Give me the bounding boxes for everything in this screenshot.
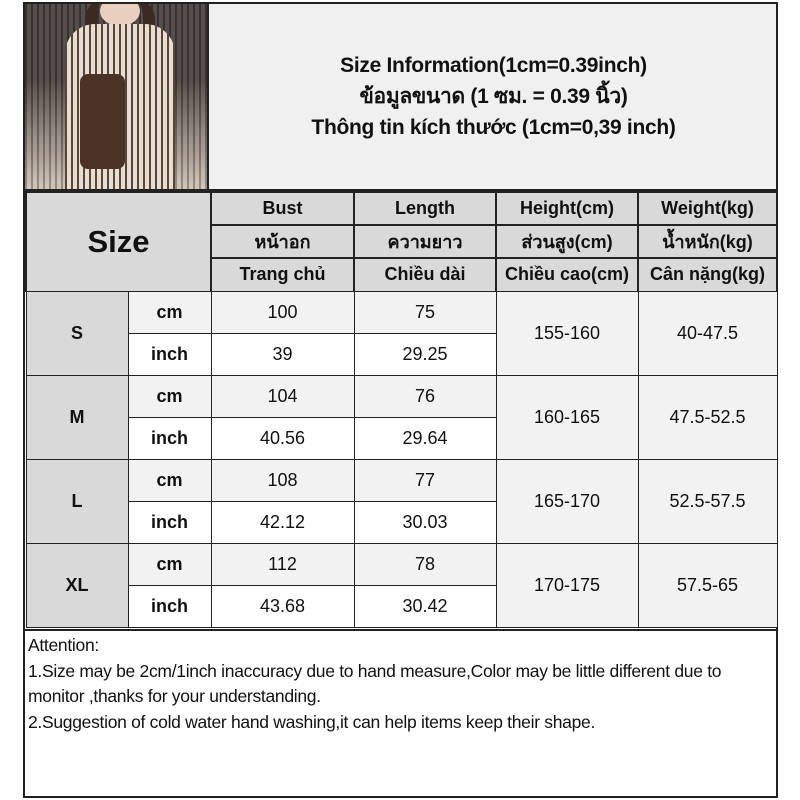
bust-inch: 43.68 xyxy=(210,584,355,628)
length-cm: 78 xyxy=(353,542,497,586)
table-row: S cm 100 75 155-160 40-47.5 xyxy=(25,290,778,376)
weight-range: 57.5-65 xyxy=(637,542,778,628)
size-label: M xyxy=(25,374,129,460)
table-row: inch 42.12 30.03 xyxy=(26,500,777,544)
height-range: 170-175 xyxy=(495,542,639,628)
header-section: Size Information(1cm=0.39inch) ข้อมูลขนา… xyxy=(25,4,776,191)
bust-inch: 40.56 xyxy=(210,416,355,460)
column-header: Chiều cao(cm) xyxy=(495,257,639,292)
unit-label: cm xyxy=(127,374,212,418)
length-inch: 30.42 xyxy=(353,584,497,628)
title-vi: Thông tin kích thước (1cm=0,39 inch) xyxy=(311,116,676,139)
column-header: น้ำหนัก(kg) xyxy=(637,224,778,259)
size-label: L xyxy=(25,458,129,544)
length-cm: 75 xyxy=(353,290,497,334)
header-row: หน้าอก ความยาว ส่วนสูง(cm) น้ำหนัก(kg) xyxy=(26,224,778,259)
attention-note-1: 1.Size may be 2cm/1inch inaccuracy due t… xyxy=(28,660,722,707)
unit-label: inch xyxy=(127,416,212,460)
unit-label: cm xyxy=(127,290,212,334)
column-header: Height(cm) xyxy=(495,191,639,226)
size-table: Size Bust Length Height(cm) Weight(kg) หน้าอก… xyxy=(25,191,778,628)
unit-label: inch xyxy=(127,500,212,544)
height-range: 160-165 xyxy=(495,374,639,460)
weight-range: 47.5-52.5 xyxy=(637,374,778,460)
weight-range: 52.5-57.5 xyxy=(637,458,778,544)
header-row: Trang chủ Chiều dài Chiều cao(cm) Cân nặng(… xyxy=(26,257,778,292)
unit-label: inch xyxy=(127,584,212,628)
header-row: Size Bust Length Height(cm) Weight(kg) xyxy=(25,191,778,292)
length-cm: 76 xyxy=(353,374,497,418)
column-header: ส่วนสูง(cm) xyxy=(495,224,639,259)
size-info-title: Size Information(1cm=0.39inch) ข้อมูลขนา… xyxy=(211,4,776,189)
title-th: ข้อมูลขนาด (1 ซม. = 0.39 นิ้ว) xyxy=(359,85,628,108)
bust-inch: 42.12 xyxy=(210,500,355,544)
table-row: inch 40.56 29.64 xyxy=(26,416,777,460)
column-header: Weight(kg) xyxy=(637,191,778,226)
attention-notes: Attention: 1.Size may be 2cm/1inch inacc… xyxy=(25,629,776,737)
bust-cm: 104 xyxy=(210,374,355,418)
bust-cm: 112 xyxy=(210,542,355,586)
length-inch: 29.25 xyxy=(353,332,497,376)
length-cm: 77 xyxy=(353,458,497,502)
table-row: M cm 104 76 160-165 47.5-52.5 xyxy=(25,374,778,460)
column-header: ความยาว xyxy=(353,224,497,259)
column-header: Length xyxy=(353,191,497,226)
unit-label: cm xyxy=(127,542,212,586)
table-row: XL cm 112 78 170-175 57.5-65 xyxy=(25,542,778,628)
table-row: inch 43.68 30.42 xyxy=(26,584,777,628)
unit-label: inch xyxy=(127,332,212,376)
column-header: Trang chủ xyxy=(210,257,355,292)
size-chart: Size Information(1cm=0.39inch) ข้อมูลขนา… xyxy=(23,2,778,798)
product-photo xyxy=(25,4,209,189)
column-header: หน้าอก xyxy=(210,224,355,259)
length-inch: 29.64 xyxy=(353,416,497,460)
title-en: Size Information(1cm=0.39inch) xyxy=(340,54,647,77)
column-header: Cân nặng(kg) xyxy=(637,257,778,292)
size-label: S xyxy=(25,290,129,376)
attention-heading: Attention: xyxy=(28,635,99,655)
column-header: Bust xyxy=(210,191,355,226)
table-row: inch 39 29.25 xyxy=(26,332,777,376)
bust-cm: 108 xyxy=(210,458,355,502)
height-range: 165-170 xyxy=(495,458,639,544)
bust-cm: 100 xyxy=(210,290,355,334)
column-header: Chiều dài xyxy=(353,257,497,292)
attention-note-2: 2.Suggestion of cold water hand washing,… xyxy=(28,711,596,732)
unit-label: cm xyxy=(127,458,212,502)
height-range: 155-160 xyxy=(495,290,639,376)
size-header: Size xyxy=(25,191,212,292)
length-inch: 30.03 xyxy=(353,500,497,544)
table-row: L cm 108 77 165-170 52.5-57.5 xyxy=(25,458,778,544)
bust-inch: 39 xyxy=(210,332,355,376)
size-label: XL xyxy=(25,542,129,628)
weight-range: 40-47.5 xyxy=(637,290,778,376)
